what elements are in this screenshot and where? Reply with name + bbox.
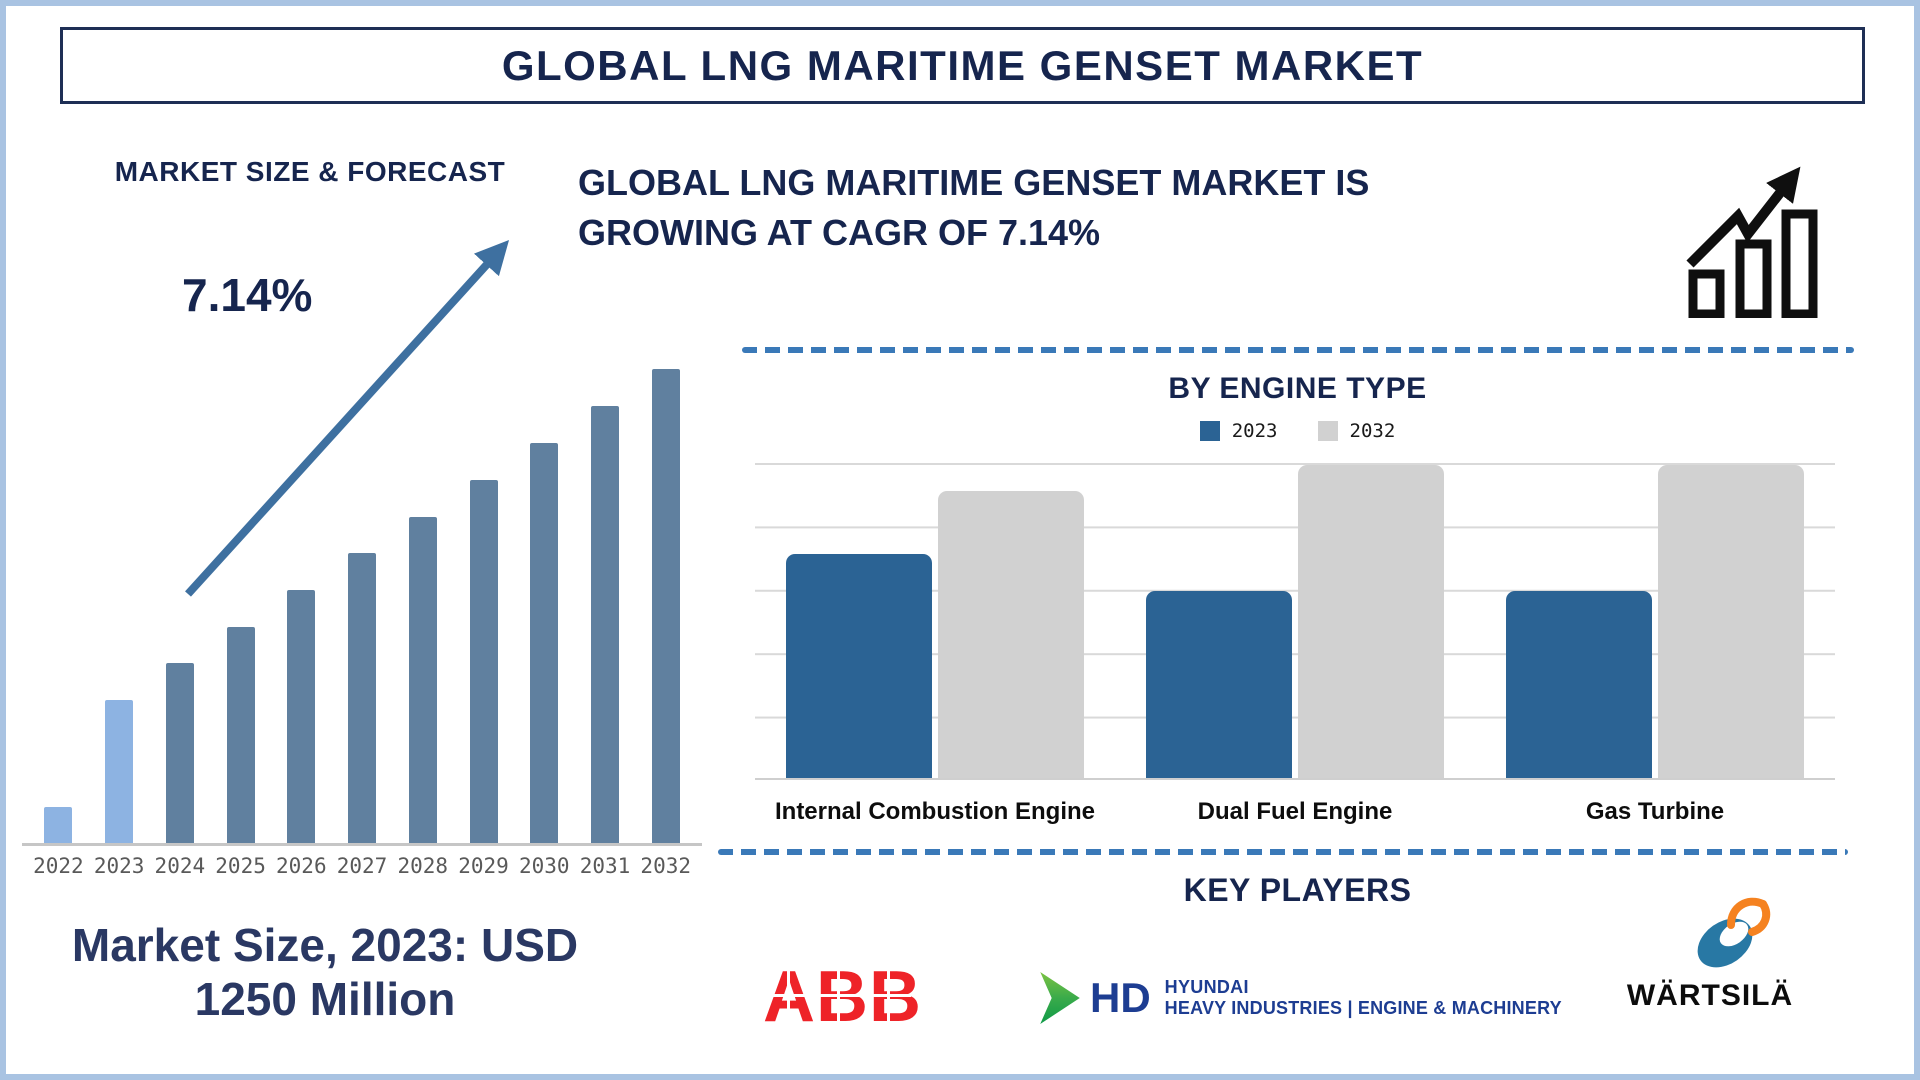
forecast-bar-slot xyxy=(514,369,575,845)
abb-logo: ABB xyxy=(763,961,921,1034)
forecast-bar-2022 xyxy=(44,807,73,845)
legend-swatch-2023 xyxy=(1199,421,1220,441)
forecast-year-label: 2027 xyxy=(336,854,388,878)
engine-bar-2032 xyxy=(1658,464,1804,778)
cagr-annotation: 7.14% xyxy=(182,269,313,321)
forecast-bar-2025 xyxy=(226,627,255,845)
title-banner: GLOBAL LNG MARITIME GENSET MARKET xyxy=(60,27,1865,104)
wartsila-logo-text: WÄRTSILÄ xyxy=(1626,979,1794,1012)
forecast-year-label: 2028 xyxy=(397,854,449,878)
legend-item-2023: 2023 xyxy=(1199,420,1278,442)
forecast-bar-2023 xyxy=(105,700,134,845)
forecast-bar-2027 xyxy=(348,553,377,845)
forecast-bar-slot xyxy=(453,369,514,845)
swirl-icon xyxy=(1697,897,1771,968)
legend-swatch-2032 xyxy=(1317,421,1338,441)
dashed-separator-top xyxy=(742,347,1854,353)
forecast-bar-2031 xyxy=(590,406,619,845)
engine-bar-group xyxy=(1475,463,1835,778)
forecast-bar-slot xyxy=(575,369,636,845)
engine-bar-group xyxy=(1115,463,1475,778)
forecast-bar-2029 xyxy=(469,480,498,845)
hd-hyundai-logo: HD HYUNDAI HEAVY INDUSTRIES | ENGINE & M… xyxy=(1040,972,1562,1024)
forecast-axis-line xyxy=(22,843,702,846)
engine-bar-2023 xyxy=(786,554,932,778)
forecast-bar-2026 xyxy=(287,590,316,845)
forecast-bar-slot xyxy=(210,369,271,845)
forecast-year-label: 2022 xyxy=(33,854,84,878)
forecast-bar-slot xyxy=(392,369,453,845)
forecast-year-label: 2024 xyxy=(154,854,206,878)
forecast-chart xyxy=(28,369,696,845)
key-players-heading: KEY PLAYERS xyxy=(1183,872,1412,908)
abb-logo-cutline xyxy=(887,962,890,1024)
legend-item-2032: 2032 xyxy=(1317,420,1396,442)
engine-chart-categories: Internal Combustion Engine Dual Fuel Engi… xyxy=(755,798,1835,826)
forecast-year-label: 2030 xyxy=(518,854,570,878)
growth-headline: GLOBAL LNG MARITIME GENSET MARKET IS GRO… xyxy=(578,162,1370,253)
engine-bar-2023 xyxy=(1506,590,1652,778)
growth-bars-arrow-icon xyxy=(1686,166,1818,318)
forecast-bar-slot xyxy=(149,369,210,845)
forecast-bar-slot xyxy=(28,369,89,845)
abb-logo-cutline xyxy=(787,962,790,1024)
engine-category-label: Gas Turbine xyxy=(1585,798,1725,825)
forecast-bar-slot xyxy=(89,369,150,845)
dashed-separator-bottom xyxy=(718,849,1848,855)
engine-chart-plot xyxy=(755,463,1835,780)
engine-category-label: Dual Fuel Engine xyxy=(1197,798,1393,825)
engine-bar-group xyxy=(755,463,1115,778)
abb-logo-cutline xyxy=(837,962,840,1024)
forecast-bar-2032 xyxy=(651,369,680,845)
engine-bar-2032 xyxy=(938,491,1084,778)
forecast-year-label: 2031 xyxy=(579,854,631,878)
market-size-caption: Market Size, 2023: USD 1250 Million xyxy=(71,919,579,1026)
page-title: GLOBAL LNG MARITIME GENSET MARKET xyxy=(501,41,1424,89)
forecast-bar-slot xyxy=(271,369,332,845)
forecast-year-label: 2026 xyxy=(276,854,327,878)
forecast-year-label: 2023 xyxy=(93,854,145,878)
green-chevron-icon xyxy=(1040,972,1080,1024)
trend-arrow-icon xyxy=(185,240,510,597)
forecast-bar-2030 xyxy=(530,443,559,845)
forecast-bar-slot xyxy=(635,369,696,845)
hyundai-logo-line2: HEAVY INDUSTRIES | ENGINE & MACHINERY xyxy=(1164,998,1562,1018)
engine-bar-2023 xyxy=(1146,590,1292,778)
engine-category-label: Internal Combustion Engine xyxy=(774,798,1095,825)
hd-logo-prefix: HD xyxy=(1090,974,1151,1021)
forecast-year-label: 2032 xyxy=(640,854,691,878)
forecast-bar-slot xyxy=(332,369,393,845)
forecast-years: 2022 2023 2024 2025 2026 2027 2028 2029 2030 2031… xyxy=(28,854,696,878)
forecast-year-label: 2029 xyxy=(458,854,509,878)
legend-label-2023: 2023 xyxy=(1231,420,1278,442)
forecast-section-heading: MARKET SIZE & FORECAST xyxy=(114,156,506,187)
forecast-bar-2024 xyxy=(165,663,194,845)
engine-section-heading: BY ENGINE TYPE xyxy=(1168,372,1427,405)
engine-bar-2032 xyxy=(1298,464,1444,778)
wartsila-logo: WÄRTSILÄ xyxy=(1610,897,1810,1013)
engine-chart-legend: 2023 2032 xyxy=(745,420,1850,442)
forecast-year-label: 2025 xyxy=(215,854,266,878)
hyundai-logo-line1: HYUNDAI xyxy=(1164,977,1249,997)
legend-label-2032: 2032 xyxy=(1349,420,1396,442)
forecast-bar-2028 xyxy=(408,517,437,845)
